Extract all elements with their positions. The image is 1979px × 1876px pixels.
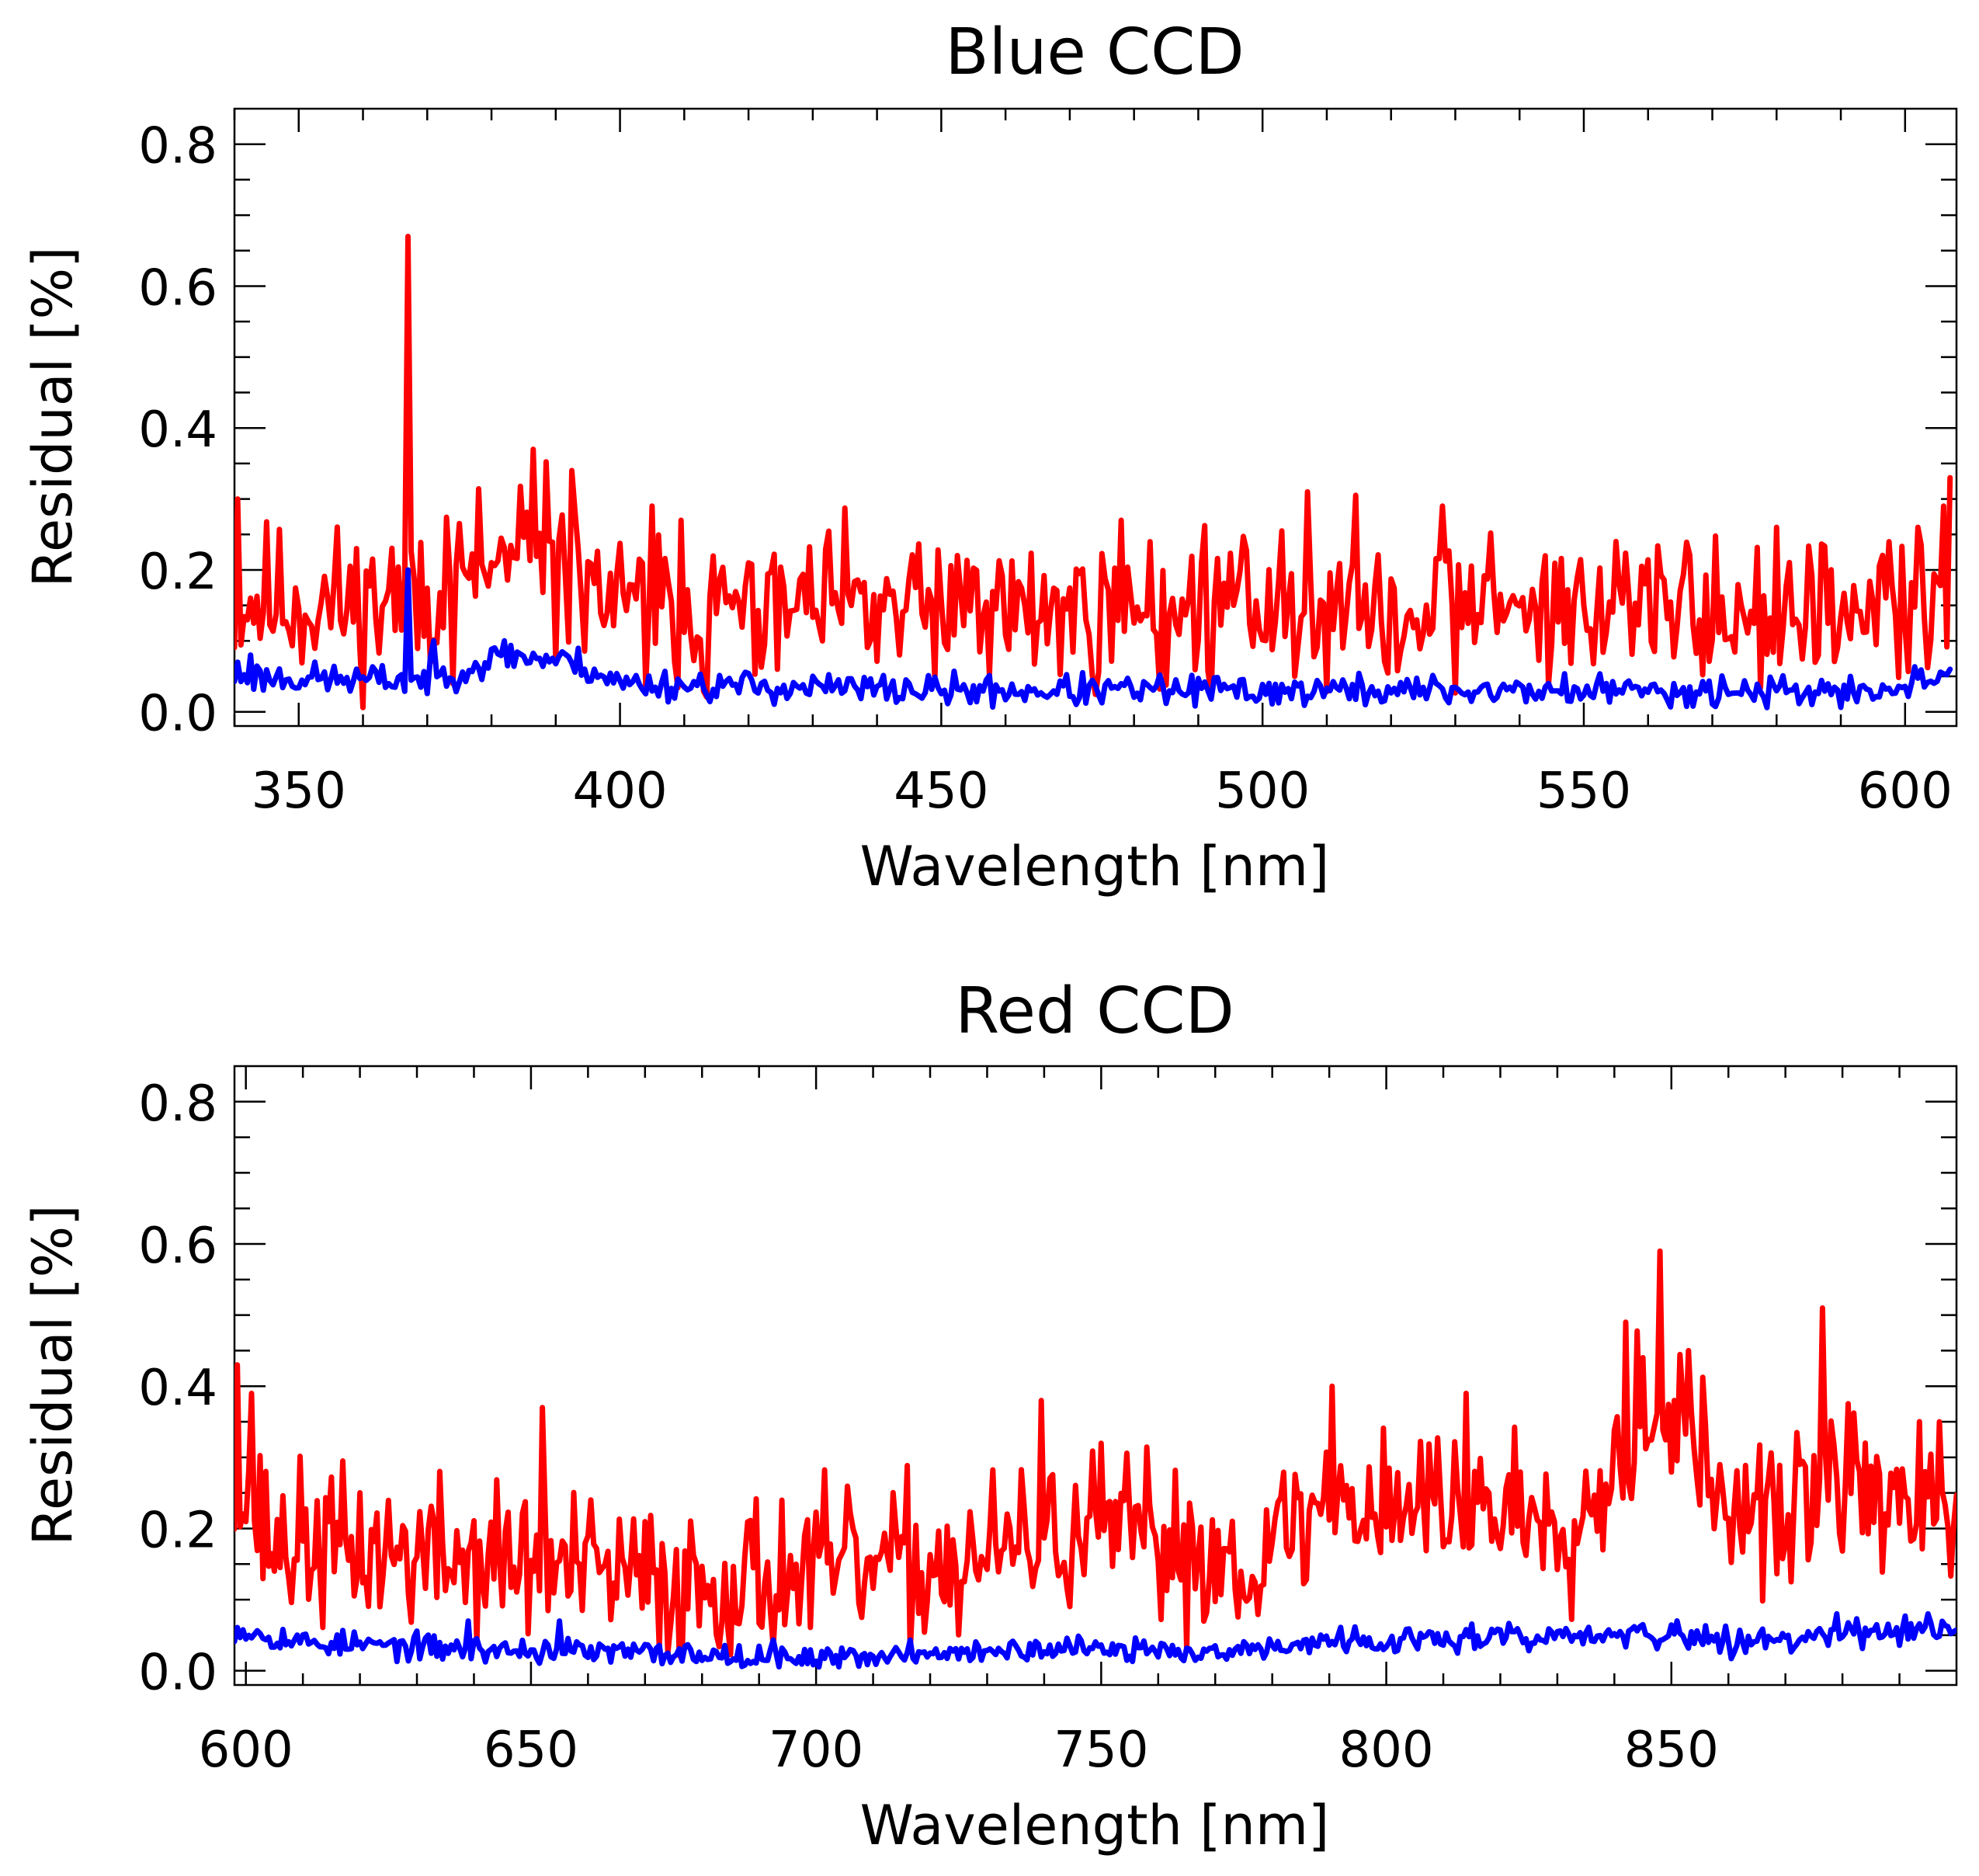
chart-title: Red CCD	[955, 974, 1234, 1048]
chart-title: Blue CCD	[945, 16, 1244, 89]
plot-frame	[233, 107, 1958, 728]
y-tick-label: 0.2	[138, 544, 217, 601]
series-blue-line	[234, 1610, 1956, 1670]
y-axis-label: Residual [%]	[21, 1204, 85, 1545]
series-red-line	[234, 1248, 1956, 1663]
x-tick-label: 800	[1338, 1721, 1433, 1779]
x-axis-label: Wavelength [nm]	[860, 1794, 1330, 1857]
x-tick-label: 400	[572, 763, 667, 820]
x-tick-label: 850	[1624, 1721, 1719, 1779]
y-tick-label: 0.2	[138, 1502, 217, 1559]
x-tick-label: 600	[1858, 763, 1953, 820]
x-axis-label: Wavelength [nm]	[860, 835, 1330, 898]
y-tick-label: 0.8	[138, 118, 217, 175]
x-tick-label: 600	[199, 1721, 293, 1779]
plot-frame	[233, 1065, 1958, 1687]
blue-ccd-panel: Blue CCD 350 400 450 500 550 600 0.0 0.2 0.4 0.6…	[21, 16, 1958, 898]
x-tick-label: 700	[769, 1721, 863, 1779]
y-tick-label: 0.4	[138, 1360, 217, 1417]
x-tick-label: 650	[484, 1721, 578, 1779]
y-tick-label: 0.0	[138, 1645, 217, 1702]
x-tick-label: 550	[1536, 763, 1631, 820]
y-tick-label: 0.0	[138, 686, 217, 743]
series-red-line	[234, 234, 1953, 710]
y-tick-label: 0.4	[138, 401, 217, 459]
x-tick-label: 500	[1215, 763, 1310, 820]
x-tick-label: 750	[1054, 1721, 1148, 1779]
series-blue-line	[234, 567, 1953, 710]
y-tick-label: 0.6	[138, 259, 217, 317]
red-ccd-panel: Red CCD 600 650 700 750 800 850 0.0 0.2 0.4 0.6 0…	[21, 974, 1958, 1857]
x-tick-label: 350	[252, 763, 346, 820]
x-tick-label: 450	[894, 763, 988, 820]
y-axis-label: Residual [%]	[21, 246, 85, 587]
y-tick-label: 0.8	[138, 1075, 217, 1133]
y-tick-label: 0.6	[138, 1218, 217, 1275]
